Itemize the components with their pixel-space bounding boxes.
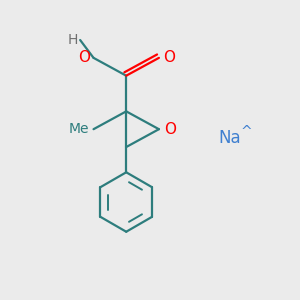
Text: H: H <box>68 33 78 47</box>
Text: O: O <box>79 50 91 65</box>
Text: Me: Me <box>69 122 89 136</box>
Text: Na: Na <box>218 129 241 147</box>
Text: O: O <box>164 50 175 65</box>
Text: O: O <box>164 122 176 137</box>
Text: ^: ^ <box>241 125 252 139</box>
